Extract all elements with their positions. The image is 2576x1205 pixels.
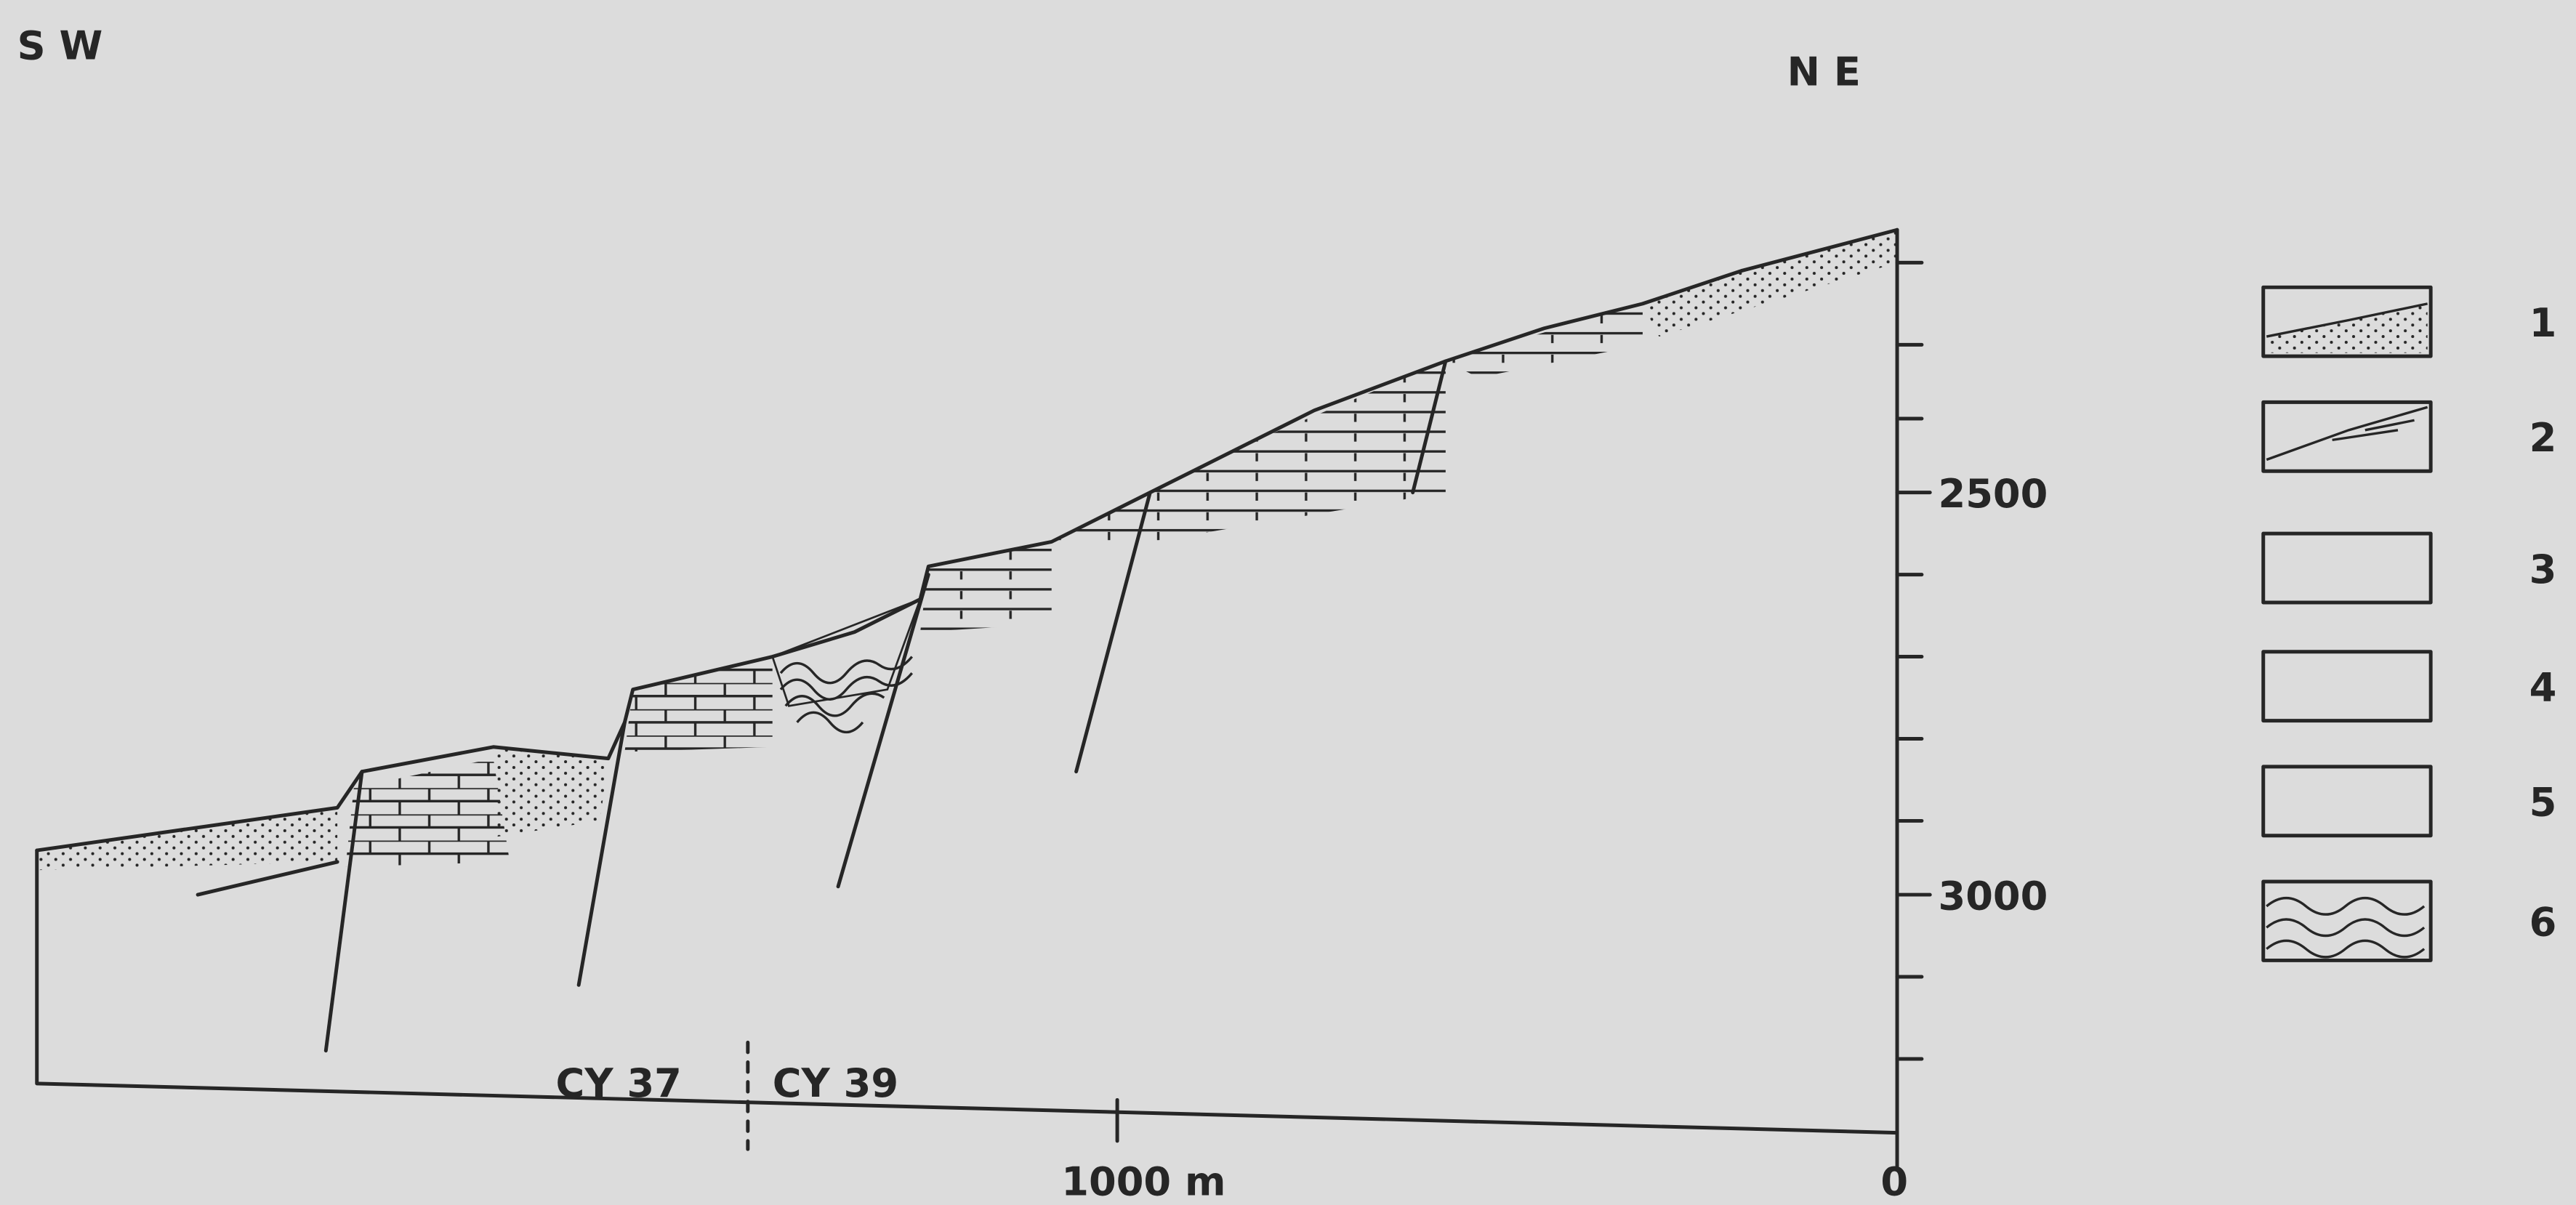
legend-number: 6 [2529, 900, 2557, 946]
section-base [35, 848, 1899, 1135]
section-label: CY 39 [773, 1060, 898, 1106]
legend-swatch [2261, 531, 2433, 605]
depth-tick-label: 2500 [1939, 471, 2048, 517]
depth-axis [1895, 227, 1932, 1171]
legend-swatch [2261, 765, 2433, 838]
legend-number: 1 [2529, 300, 2557, 346]
legend-number: 3 [2529, 547, 2557, 592]
section-label: CY 37 [556, 1060, 682, 1106]
legend [2261, 285, 2433, 962]
scale-start: 0 [1880, 1158, 1908, 1204]
legend-swatch [2261, 879, 2433, 962]
orientation-right: N E [1787, 49, 1861, 94]
faults [196, 359, 1448, 1053]
orientation-left: S W [17, 23, 103, 68]
legend-swatch [2261, 650, 2433, 723]
legend-number: 5 [2529, 780, 2557, 826]
scale-end: 1000 m [1061, 1158, 1225, 1204]
profile-fills [36, 230, 1898, 871]
depth-tick-label: 3000 [1939, 873, 2048, 919]
legend-number: 4 [2529, 665, 2557, 711]
legend-swatch [2261, 400, 2433, 473]
legend-number: 2 [2529, 415, 2557, 461]
legend-swatch [2261, 285, 2433, 358]
folded-strata [779, 656, 914, 734]
